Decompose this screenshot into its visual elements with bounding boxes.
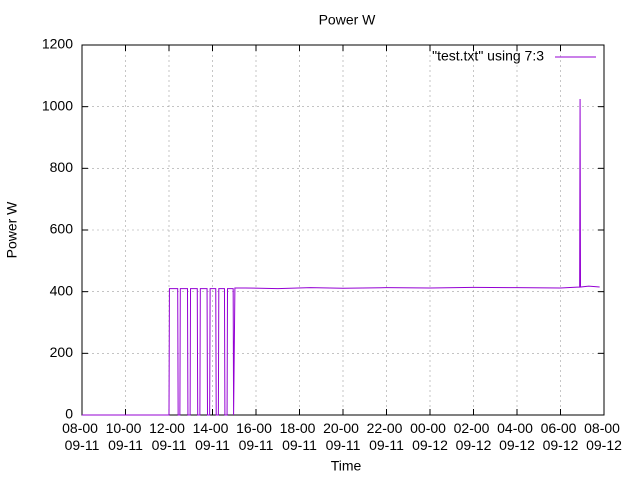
x-tick-label: 02-00 09-12 <box>454 420 494 453</box>
y-tick-label: 200 <box>50 344 74 360</box>
x-tick-label: 14-00 09-11 <box>193 420 233 453</box>
legend-label: "test.txt" using 7:3 <box>432 48 544 64</box>
y-tick-label: 400 <box>50 282 74 298</box>
x-tick-label: 16-00 09-11 <box>236 420 276 453</box>
y-tick-label: 1200 <box>42 36 73 52</box>
y-tick-label: 800 <box>50 159 74 175</box>
x-tick-label: 00-00 09-12 <box>410 420 450 453</box>
x-tick-label: 10-00 09-11 <box>106 420 146 453</box>
data-line <box>82 98 600 416</box>
x-tick-label: 06-00 09-12 <box>541 420 581 453</box>
y-tick-label: 0 <box>65 406 73 422</box>
x-tick-label: 18-00 09-11 <box>280 420 320 453</box>
x-tick-label: 12-00 09-11 <box>149 420 189 453</box>
x-tick-label: 04-00 09-12 <box>497 420 537 453</box>
y-axis-label: Power W <box>4 201 20 259</box>
x-axis-label: Time <box>331 458 362 474</box>
x-tick-label: 20-00 09-11 <box>323 420 363 453</box>
x-tick-label: 08-00 09-11 <box>62 420 102 453</box>
chart-title: Power W <box>319 12 377 28</box>
y-tick-label: 600 <box>50 221 74 237</box>
x-tick-label: 22-00 09-11 <box>367 420 407 453</box>
plot-frame <box>81 44 605 416</box>
x-tick-label: 08-00 09-12 <box>584 420 624 453</box>
y-tick-label: 1000 <box>42 97 73 113</box>
